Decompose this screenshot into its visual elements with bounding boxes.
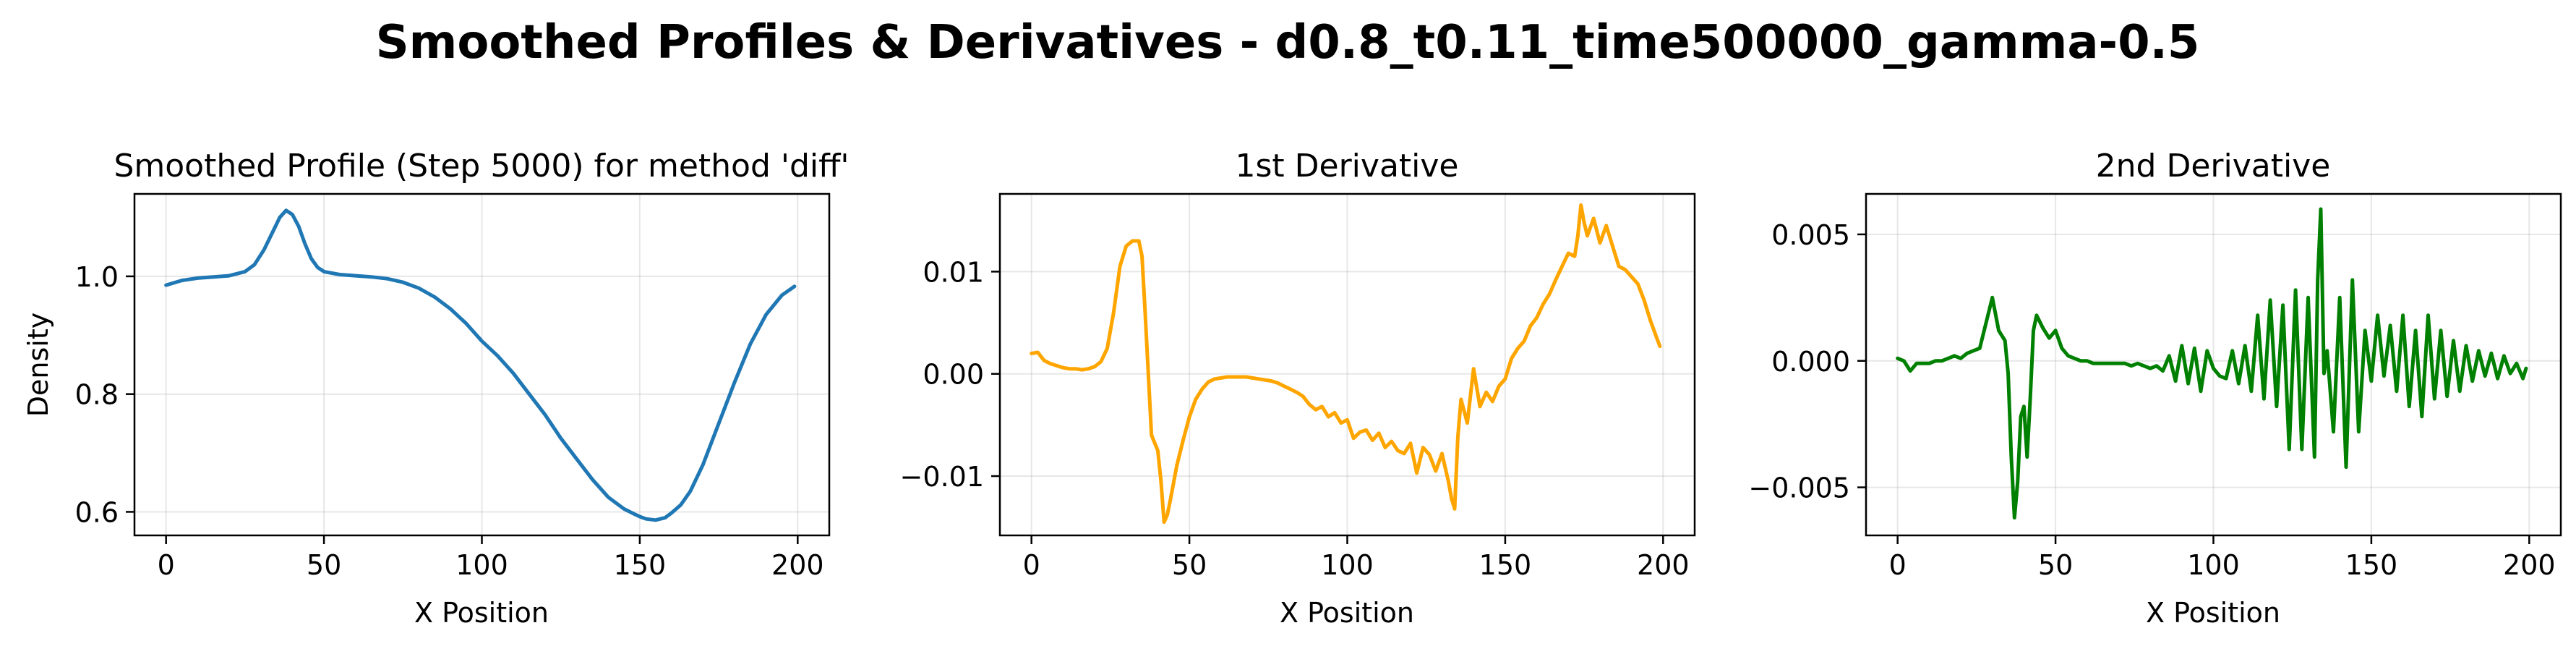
figure-suptitle: Smoothed Profiles & Derivatives - d0.8_t… [376, 16, 2200, 69]
x-tick-label: 0 [1023, 549, 1040, 581]
y-tick-label: 0.005 [1771, 219, 1850, 251]
series-line [1030, 203, 1662, 525]
x-tick-label: 150 [614, 549, 667, 581]
x-tick-label: 200 [1637, 549, 1690, 581]
panel-title: 1st Derivative [1235, 148, 1458, 184]
series-line [164, 208, 797, 522]
y-tick-label: 1.0 [75, 261, 119, 293]
x-tick-label: 0 [1889, 549, 1907, 581]
x-tick-label: 100 [1321, 549, 1374, 581]
x-tick-label: 200 [771, 549, 824, 581]
y-tick-label: −0.01 [900, 461, 984, 493]
x-axis-label: X Position [1280, 597, 1414, 629]
x-tick-label: 150 [2345, 549, 2398, 581]
y-tick-label: 0.00 [923, 359, 984, 391]
y-tick-label: −0.005 [1748, 472, 1850, 504]
x-axis-label: X Position [2146, 597, 2280, 629]
x-tick-label: 50 [307, 549, 341, 581]
x-tick-label: 150 [1479, 549, 1532, 581]
panel-profile: Smoothed Profile (Step 5000) for method … [22, 148, 850, 629]
panel-first-derivative: 1st Derivative X Position 0 50 100 150 200 −0… [900, 148, 1696, 629]
x-tick-label: 50 [2038, 549, 2073, 581]
x-tick-label: 200 [2503, 549, 2556, 581]
x-tick-label: 0 [158, 549, 175, 581]
panel-title: Smoothed Profile (Step 5000) for method … [114, 148, 849, 184]
x-axis-label: X Position [414, 597, 549, 629]
panel-title: 2nd Derivative [2096, 148, 2331, 184]
x-tick-label: 50 [1172, 549, 1207, 581]
y-tick-label: 0.000 [1771, 346, 1850, 378]
y-axis-label: Density [22, 313, 54, 417]
y-tick-label: 0.6 [75, 496, 119, 528]
x-tick-label: 100 [2187, 549, 2240, 581]
y-tick-label: 0.8 [75, 379, 119, 411]
panel-second-derivative: 2nd Derivative X Position 0 50 100 150 200 −0… [1748, 148, 2562, 629]
x-tick-label: 100 [455, 549, 508, 581]
y-tick-label: 0.01 [923, 256, 984, 288]
series-line [1896, 207, 2528, 519]
